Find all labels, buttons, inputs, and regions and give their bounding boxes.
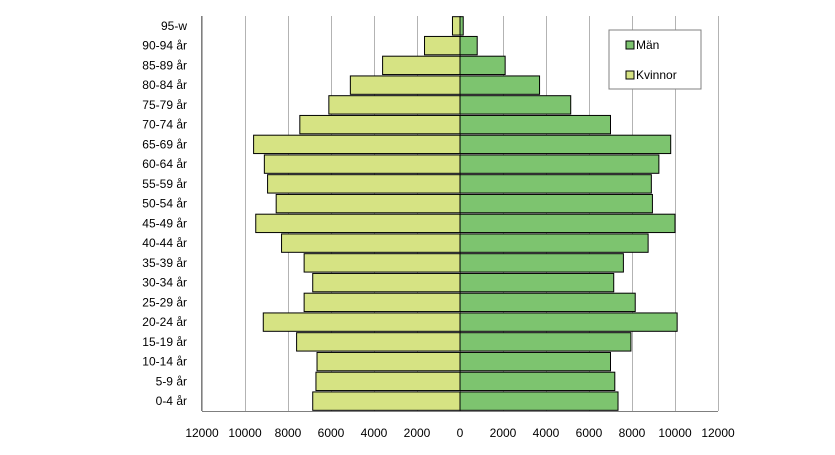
bar-kvinnor bbox=[312, 391, 461, 411]
y-tick-label: 70-74 år bbox=[142, 118, 187, 132]
y-tick-label: 50-54 år bbox=[142, 197, 187, 211]
axis-layer: 0-4 år 5-9 år 10-14 år 15-19 år 20-24 år 25-2… bbox=[142, 16, 735, 440]
x-tick-label: 6000 bbox=[318, 426, 345, 440]
y-tick-label: 80-84 år bbox=[142, 78, 187, 92]
bars-layer bbox=[253, 16, 678, 411]
legend: Män Kvinnor bbox=[608, 29, 702, 90]
y-tick-label: 15-19 år bbox=[142, 335, 187, 349]
bar-man bbox=[459, 351, 611, 372]
bar-kvinnor bbox=[328, 95, 461, 115]
bar-kvinnor bbox=[303, 292, 461, 313]
bar-man bbox=[459, 55, 506, 76]
bar-man bbox=[459, 292, 636, 313]
bar-kvinnor bbox=[315, 371, 461, 392]
bar-man bbox=[459, 312, 678, 332]
x-tick-label: 4000 bbox=[361, 426, 388, 440]
bar-kvinnor bbox=[296, 332, 461, 352]
bar-kvinnor bbox=[312, 272, 461, 293]
x-tick-label: 4000 bbox=[533, 426, 560, 440]
y-tick-label: 90-94 år bbox=[142, 39, 187, 53]
y-tick-label: 30-34 år bbox=[142, 276, 187, 290]
y-tick-label: 65-69 år bbox=[142, 137, 187, 151]
x-tick-label: 2000 bbox=[490, 426, 517, 440]
y-tick-label: 20-24 år bbox=[142, 315, 187, 329]
x-tick-label: 6000 bbox=[576, 426, 603, 440]
bar-man bbox=[459, 134, 672, 155]
x-tick-label: 12000 bbox=[185, 426, 219, 440]
x-tick-label: 2000 bbox=[404, 426, 431, 440]
bar-kvinnor bbox=[451, 16, 461, 36]
bar-man bbox=[459, 272, 615, 293]
y-tick-label: 60-64 år bbox=[142, 157, 187, 171]
y-tick-label: 0-4 år bbox=[156, 394, 187, 408]
bar-man bbox=[459, 35, 478, 56]
bar-man bbox=[459, 154, 660, 174]
x-tick-label: 8000 bbox=[619, 426, 646, 440]
bar-kvinnor bbox=[382, 55, 461, 76]
bar-man bbox=[459, 174, 652, 194]
y-tick-label: 5-9 år bbox=[156, 374, 187, 388]
bar-man bbox=[459, 75, 541, 95]
y-tick-label: 40-44 år bbox=[142, 236, 187, 250]
bar-kvinnor bbox=[262, 312, 461, 332]
y-tick-label: 75-79 år bbox=[142, 98, 187, 112]
bar-kvinnor bbox=[263, 154, 461, 174]
bar-man bbox=[459, 391, 619, 411]
legend-box bbox=[608, 29, 702, 90]
y-tick-label: 10-14 år bbox=[142, 355, 187, 369]
legend-swatch-man bbox=[625, 40, 635, 50]
bar-man bbox=[459, 371, 616, 392]
bar-man bbox=[459, 233, 649, 253]
bar-man bbox=[459, 114, 611, 135]
y-tick-label: 95-w bbox=[161, 19, 187, 33]
bar-man bbox=[459, 95, 572, 115]
x-tick-label: 10000 bbox=[228, 426, 262, 440]
bar-kvinnor bbox=[299, 114, 461, 135]
bar-man bbox=[459, 253, 624, 273]
bar-man bbox=[459, 332, 632, 352]
legend-swatch-kvinnor bbox=[625, 70, 635, 80]
bar-man bbox=[459, 193, 653, 214]
x-tick-label: 12000 bbox=[701, 426, 735, 440]
x-tick-label: 8000 bbox=[275, 426, 302, 440]
legend-label-man: Män bbox=[636, 38, 659, 52]
y-tick-label: 55-59 år bbox=[142, 177, 187, 191]
y-tick-label: 35-39 år bbox=[142, 256, 187, 270]
bar-kvinnor bbox=[303, 253, 461, 273]
bar-kvinnor bbox=[424, 35, 461, 56]
bar-kvinnor bbox=[316, 351, 461, 372]
bar-kvinnor bbox=[281, 233, 461, 253]
bar-man bbox=[459, 213, 676, 234]
bar-kvinnor bbox=[267, 174, 461, 194]
bar-kvinnor bbox=[349, 75, 461, 95]
x-tick-label: 10000 bbox=[658, 426, 692, 440]
x-tick-label: 0 bbox=[457, 426, 464, 440]
y-tick-label: 85-89 år bbox=[142, 58, 187, 72]
bar-kvinnor bbox=[253, 134, 461, 155]
y-tick-label: 25-29 år bbox=[142, 295, 187, 309]
y-tick-label: 45-49 år bbox=[142, 216, 187, 230]
legend-label-kvinnor: Kvinnor bbox=[636, 68, 677, 82]
bar-kvinnor bbox=[275, 193, 461, 214]
bar-kvinnor bbox=[255, 213, 461, 234]
